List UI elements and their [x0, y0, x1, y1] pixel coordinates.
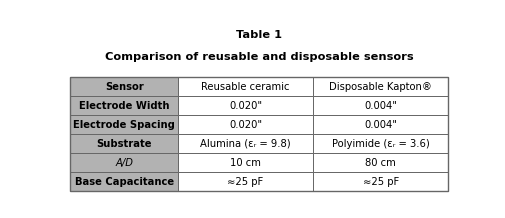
Bar: [70, 96, 178, 115]
Bar: [313, 77, 447, 96]
Bar: [313, 134, 447, 153]
Text: Reusable ceramic: Reusable ceramic: [201, 82, 289, 92]
Bar: [178, 172, 313, 191]
Bar: [70, 134, 178, 153]
Text: Alumina (εᵣ = 9.8): Alumina (εᵣ = 9.8): [200, 139, 290, 149]
Bar: [178, 115, 313, 134]
Text: Table 1: Table 1: [236, 30, 282, 40]
Text: 0.020": 0.020": [228, 101, 262, 111]
Bar: [70, 153, 178, 172]
Text: A/D: A/D: [115, 158, 133, 168]
Bar: [178, 134, 313, 153]
Text: Comparison of reusable and disposable sensors: Comparison of reusable and disposable se…: [105, 52, 413, 62]
Text: Base Capacitance: Base Capacitance: [74, 177, 173, 187]
Text: 0.004": 0.004": [364, 101, 396, 111]
Text: Substrate: Substrate: [96, 139, 152, 149]
Text: Sensor: Sensor: [105, 82, 143, 92]
Bar: [178, 153, 313, 172]
Bar: [70, 172, 178, 191]
Bar: [313, 96, 447, 115]
Text: Polyimide (εᵣ = 3.6): Polyimide (εᵣ = 3.6): [331, 139, 429, 149]
Bar: [70, 77, 178, 96]
Bar: [178, 96, 313, 115]
Bar: [178, 77, 313, 96]
Text: 80 cm: 80 cm: [365, 158, 395, 168]
Bar: [313, 115, 447, 134]
Text: 10 cm: 10 cm: [230, 158, 261, 168]
Bar: [70, 115, 178, 134]
Text: Electrode Spacing: Electrode Spacing: [73, 120, 175, 130]
Text: 0.020": 0.020": [228, 120, 262, 130]
Text: ≈25 pF: ≈25 pF: [362, 177, 398, 187]
Text: ≈25 pF: ≈25 pF: [227, 177, 263, 187]
Text: Electrode Width: Electrode Width: [79, 101, 169, 111]
Bar: [313, 172, 447, 191]
Bar: [313, 153, 447, 172]
Bar: [70, 77, 447, 191]
Text: 0.004": 0.004": [364, 120, 396, 130]
Text: Disposable Kapton®: Disposable Kapton®: [329, 82, 431, 92]
